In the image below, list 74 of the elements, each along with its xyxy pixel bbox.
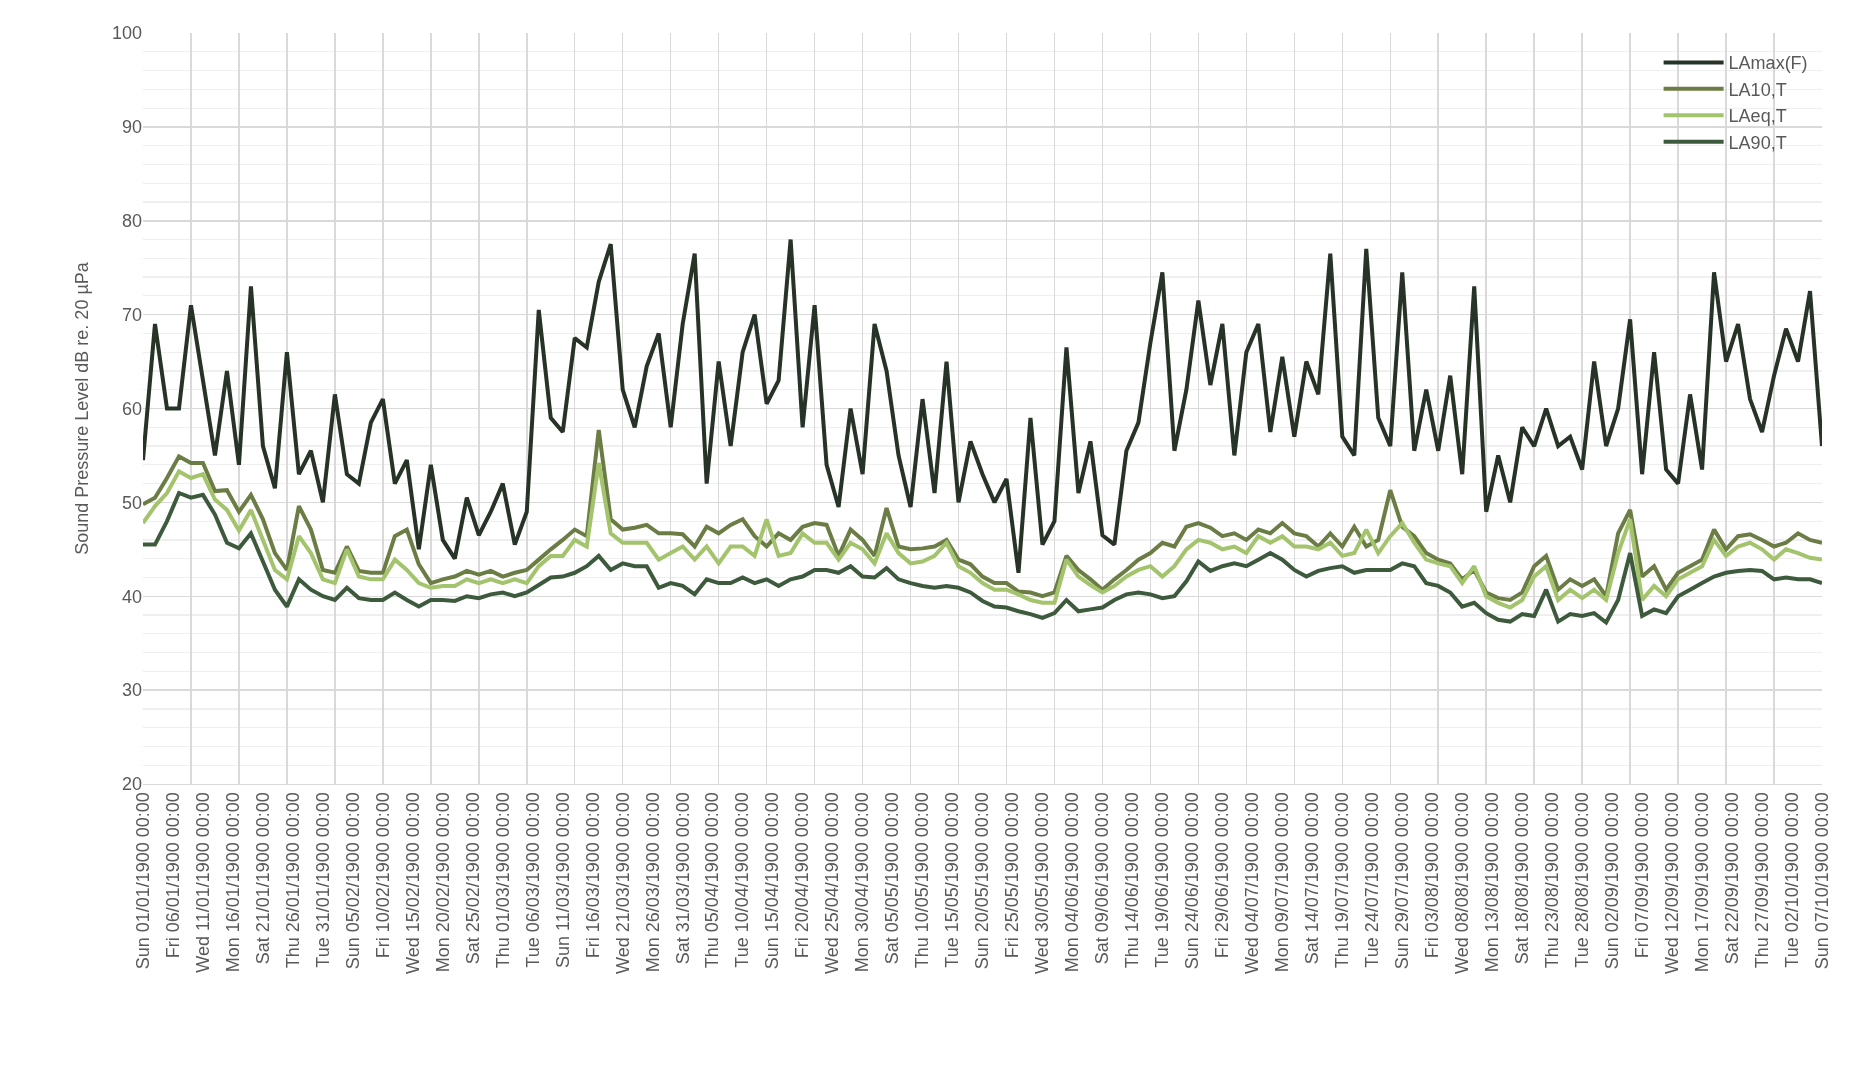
- x-tick-label: Mon 04/06/1900 00:00: [1062, 792, 1083, 973]
- line-series: [143, 237, 1822, 575]
- x-tick-label: Thu 14/06/1900 00:00: [1122, 792, 1143, 969]
- legend-label: LAmax(F): [1728, 53, 1808, 74]
- x-tick-label: Mon 20/02/1900 00:00: [432, 792, 453, 973]
- x-tick-label: Sat 18/08/1900 00:00: [1512, 792, 1533, 965]
- x-tick-label: Thu 05/04/1900 00:00: [702, 792, 723, 969]
- x-tick-label: Fri 29/06/1900 00:00: [1212, 792, 1233, 959]
- x-tick-label: Wed 15/02/1900 00:00: [402, 792, 423, 975]
- x-tick-label: Tue 19/06/1900 00:00: [1152, 792, 1173, 968]
- x-tick-label: Tue 28/08/1900 00:00: [1571, 792, 1592, 968]
- legend-label: LA10,T: [1728, 79, 1787, 100]
- x-tick-label: Wed 25/04/1900 00:00: [822, 792, 843, 975]
- x-tick-label: Wed 11/01/1900 00:00: [192, 792, 213, 973]
- legend-label: LAeq,T: [1728, 106, 1787, 127]
- y-tick-label: 70: [121, 304, 142, 325]
- x-tick-label: Mon 26/03/1900 00:00: [642, 792, 663, 973]
- y-tick-label: 100: [111, 23, 142, 44]
- y-tick-label: 80: [121, 211, 142, 232]
- x-tick-label: Tue 10/04/1900 00:00: [732, 792, 753, 968]
- y-tick-label: 40: [121, 586, 142, 607]
- x-tick-label: Sun 11/03/1900 00:00: [552, 792, 573, 969]
- x-tick-label: Fri 16/03/1900 00:00: [582, 792, 603, 959]
- y-axis-title: Sound Pressure Level dB re. 20 µPa: [72, 261, 93, 555]
- x-tick-label: Thu 26/01/1900 00:00: [282, 792, 303, 969]
- x-tick-label: Fri 10/02/1900 00:00: [372, 792, 393, 959]
- x-tick-label: Sun 15/04/1900 00:00: [762, 792, 783, 970]
- x-tick-label: Tue 24/07/1900 00:00: [1362, 792, 1383, 968]
- x-tick-label: Sat 14/07/1900 00:00: [1302, 792, 1323, 965]
- x-tick-label: Thu 19/07/1900 00:00: [1332, 792, 1353, 969]
- x-tick-label: Wed 30/05/1900 00:00: [1032, 792, 1053, 975]
- x-tick-label: Mon 13/08/1900 00:00: [1482, 792, 1503, 973]
- x-tick-label: Sun 07/10/1900 00:00: [1811, 792, 1832, 970]
- x-tick-label: Sun 20/05/1900 00:00: [972, 792, 993, 970]
- x-tick-label: Fri 20/04/1900 00:00: [792, 792, 813, 959]
- x-tick-label: Fri 07/09/1900 00:00: [1631, 792, 1652, 959]
- line-series: [143, 428, 1822, 602]
- x-tick-label: Sat 21/01/1900 00:00: [252, 792, 273, 965]
- y-tick-label: 30: [121, 680, 142, 701]
- x-tick-label: Sun 01/01/1900 00:00: [132, 792, 153, 970]
- x-tick-label: Sun 05/02/1900 00:00: [342, 792, 363, 970]
- x-tick-label: Mon 30/04/1900 00:00: [852, 792, 873, 973]
- x-tick-label: Sat 22/09/1900 00:00: [1721, 792, 1742, 965]
- x-tick-label: Tue 06/03/1900 00:00: [522, 792, 543, 968]
- x-tick-label: Wed 21/03/1900 00:00: [612, 792, 633, 975]
- x-tick-label: Tue 31/01/1900 00:00: [312, 792, 333, 968]
- x-tick-label: Fri 25/05/1900 00:00: [1002, 792, 1023, 959]
- x-tick-label: Thu 23/08/1900 00:00: [1542, 792, 1563, 969]
- x-tick-label: Mon 16/01/1900 00:00: [222, 792, 243, 973]
- x-tick-label: Wed 08/08/1900 00:00: [1452, 792, 1473, 975]
- x-tick-label: Sun 02/09/1900 00:00: [1601, 792, 1622, 970]
- x-tick-label: Tue 02/10/1900 00:00: [1781, 792, 1802, 968]
- x-tick-label: Mon 09/07/1900 00:00: [1272, 792, 1293, 973]
- x-tick-label: Mon 17/09/1900 00:00: [1691, 792, 1712, 973]
- x-tick-label: Thu 10/05/1900 00:00: [912, 792, 933, 969]
- x-tick-label: Sun 24/06/1900 00:00: [1182, 792, 1203, 970]
- y-tick-label: 60: [121, 398, 142, 419]
- x-tick-label: Sat 31/03/1900 00:00: [672, 792, 693, 965]
- line-series: [143, 490, 1822, 625]
- x-tick-label: Tue 15/05/1900 00:00: [942, 792, 963, 968]
- x-tick-label: Sat 09/06/1900 00:00: [1092, 792, 1113, 965]
- x-tick-label: Wed 04/07/1900 00:00: [1242, 792, 1263, 975]
- line-series: [143, 460, 1822, 610]
- y-tick-label: 50: [121, 492, 142, 513]
- x-tick-label: Sun 29/07/1900 00:00: [1392, 792, 1413, 970]
- x-tick-label: Thu 27/09/1900 00:00: [1751, 792, 1772, 969]
- x-tick-label: Fri 03/08/1900 00:00: [1422, 792, 1443, 959]
- x-tick-label: Thu 01/03/1900 00:00: [492, 792, 513, 969]
- legend-label: LA90,T: [1728, 132, 1787, 153]
- y-tick-label: 90: [121, 117, 142, 138]
- x-tick-label: Fri 06/01/1900 00:00: [162, 792, 183, 959]
- x-tick-label: Sat 25/02/1900 00:00: [462, 792, 483, 965]
- x-tick-label: Wed 12/09/1900 00:00: [1661, 792, 1682, 975]
- x-tick-label: Sat 05/05/1900 00:00: [882, 792, 903, 965]
